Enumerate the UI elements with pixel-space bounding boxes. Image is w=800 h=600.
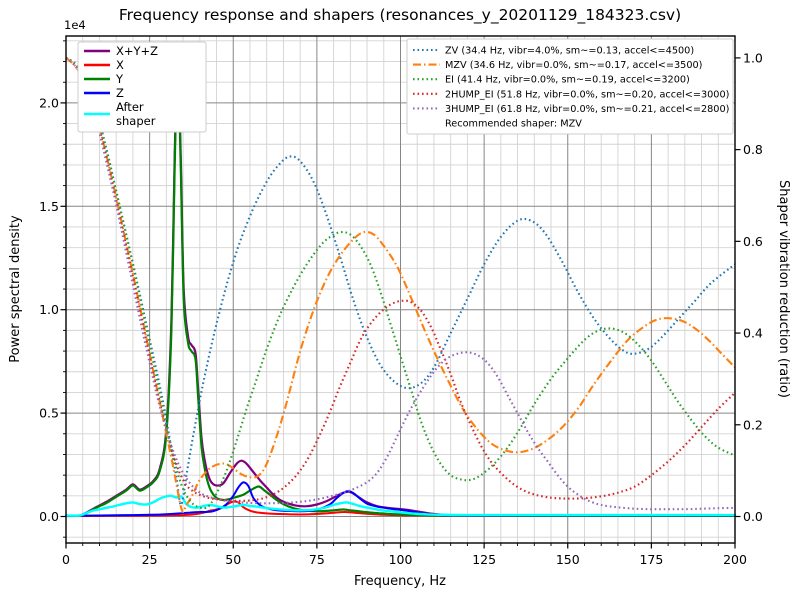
legend-label-x-y-z: X+Y+Z bbox=[116, 44, 158, 58]
legend-label-3hump-ei: 3HUMP_EI (61.8 Hz, vibr=0.0%, sm~=0.21, … bbox=[445, 104, 729, 115]
x-tick-label: 125 bbox=[472, 552, 496, 567]
y-right-tick-label: 0.8 bbox=[743, 142, 763, 157]
series-3hump-ei bbox=[65, 57, 736, 511]
x-tick-label: 150 bbox=[556, 552, 580, 567]
y-left-tick-label: 1.5 bbox=[39, 199, 59, 214]
legend-label-2hump-ei: 2HUMP_EI (51.8 Hz, vibr=0.0%, sm~=0.20, … bbox=[445, 89, 729, 100]
y-axis-offset-label: 1e4 bbox=[64, 18, 86, 32]
legend-label-after-shaper: shaper bbox=[116, 114, 156, 128]
y-right-tick-label: 0.0 bbox=[743, 509, 763, 524]
y-left-tick-label: 0.0 bbox=[39, 509, 59, 524]
x-tick-label: 175 bbox=[639, 552, 663, 567]
legend-label-y: Y bbox=[115, 72, 124, 86]
y-right-tick-label: 1.0 bbox=[743, 50, 763, 65]
series-ei bbox=[65, 56, 736, 510]
y-right-tick-label: 0.6 bbox=[743, 234, 763, 249]
x-tick-label: 75 bbox=[309, 552, 325, 567]
legend-label-ei: EI (41.4 Hz, vibr=0.0%, sm~=0.19, accel<… bbox=[445, 75, 690, 86]
legend-label-after-shaper: After bbox=[116, 100, 144, 114]
y-axis-label-left: Power spectral density bbox=[8, 215, 23, 363]
x-tick-label: 100 bbox=[389, 552, 413, 567]
series-clip-group bbox=[65, 56, 736, 518]
series-after-shaper bbox=[65, 494, 736, 517]
y-axis-label-right: Shaper vibration reduction (ratio) bbox=[776, 180, 791, 398]
chart-title: Frequency response and shapers (resonanc… bbox=[119, 6, 681, 25]
legend-label-zv: ZV (34.4 Hz, vibr=4.0%, sm~=0.13, accel<… bbox=[445, 46, 694, 57]
legend-shapers: ZV (34.4 Hz, vibr=4.0%, sm~=0.13, accel<… bbox=[406, 38, 734, 135]
x-tick-label: 0 bbox=[62, 552, 70, 567]
tick-labels: 0 25 50 75 100 125 150 175 200 0.0 0.5 1.0 1.5 2.0 0.0… bbox=[39, 50, 763, 567]
y-right-tick-label: 0.4 bbox=[743, 326, 763, 341]
x-tick-label: 200 bbox=[723, 552, 747, 567]
y-right-tick-label: 0.2 bbox=[743, 417, 763, 432]
x-tick-label: 25 bbox=[142, 552, 158, 567]
legend-recommended-shaper: Recommended shaper: MZV bbox=[445, 119, 582, 130]
x-axis-label: Frequency, Hz bbox=[354, 574, 446, 589]
x-tick-label: 50 bbox=[225, 552, 241, 567]
data-series bbox=[65, 56, 736, 518]
y-left-tick-label: 0.5 bbox=[39, 406, 59, 421]
legend-label-mzv: MZV (34.6 Hz, vibr=0.0%, sm~=0.17, accel… bbox=[445, 60, 702, 71]
axes-frame bbox=[60, 35, 741, 549]
y-left-tick-label: 2.0 bbox=[39, 95, 59, 110]
legend-shapers-box bbox=[406, 38, 734, 135]
legend-label-x: X bbox=[116, 58, 124, 72]
y-left-tick-label: 1.0 bbox=[39, 302, 59, 317]
series-y bbox=[65, 62, 736, 518]
legend-label-z: Z bbox=[116, 86, 124, 100]
